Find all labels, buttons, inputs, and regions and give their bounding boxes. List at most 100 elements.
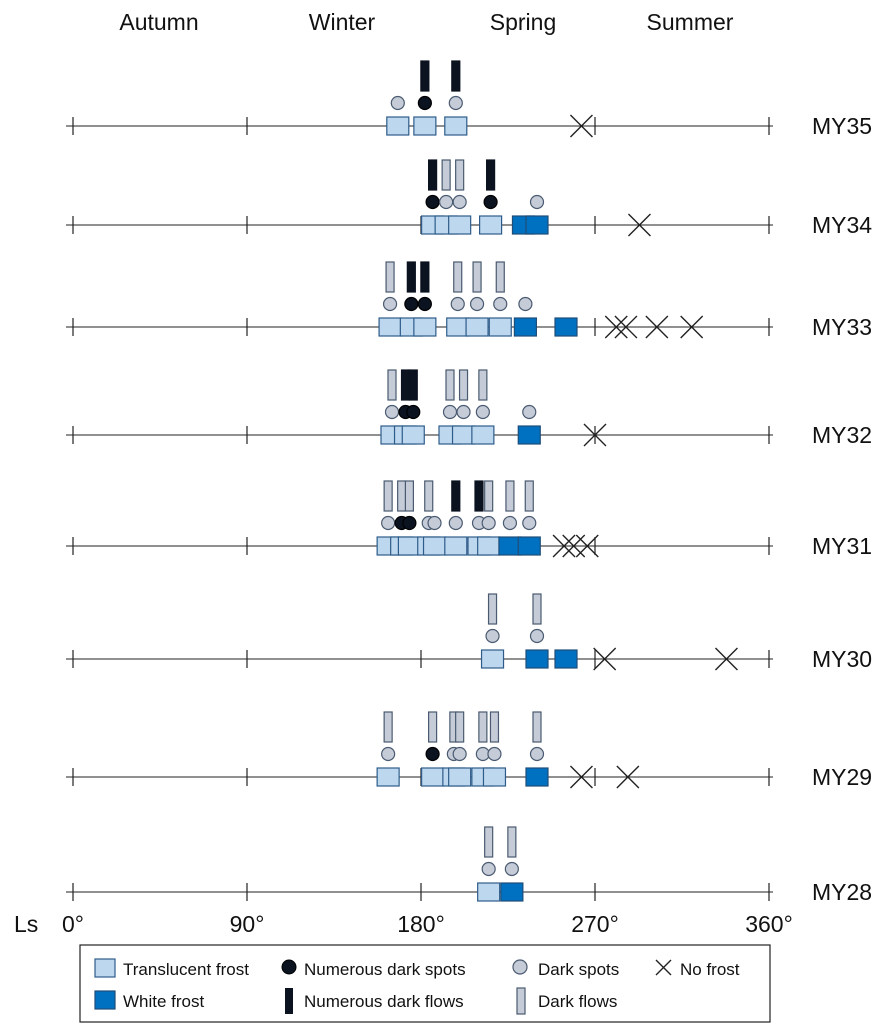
legend-label-dark-flows: Dark flows [538, 992, 617, 1011]
x-tick-label: 270° [571, 911, 619, 937]
timeline-row-my28: MY28 [66, 826, 872, 905]
numerous-dark-spots-marker [417, 296, 432, 312]
dark-spots-marker [390, 95, 405, 111]
translucent-frost-marker [465, 317, 489, 337]
dark-spots-marker [450, 296, 465, 312]
translucent-frost-marker [479, 215, 503, 235]
dark-flows-marker [387, 369, 397, 401]
season-label-spring: Spring [490, 9, 556, 35]
dark-spots-marker [381, 746, 396, 762]
dark-spots-marker [529, 628, 545, 644]
legend-label-translucent-frost: Translucent frost [123, 960, 249, 979]
white-frost-marker [525, 215, 549, 235]
dark-spots-marker [384, 404, 400, 420]
no-frost-marker [627, 213, 651, 237]
dark-spots-marker [493, 296, 508, 312]
white-frost-marker [517, 425, 541, 445]
numerous-dark-flows-marker [486, 159, 496, 191]
dark-flows-marker [484, 480, 494, 512]
season-label-summer: Summer [647, 9, 734, 35]
dark-spots-marker [448, 515, 463, 531]
translucent-frost-marker [422, 536, 447, 556]
legend-label-white-frost: White frost [123, 992, 205, 1011]
translucent-frost-marker [378, 317, 402, 337]
dark-flows-marker [478, 369, 488, 401]
numerous-dark-spots-marker [425, 746, 440, 762]
numerous-dark-flows-marker [474, 480, 484, 512]
legend-swatch-translucent-frost [94, 958, 116, 978]
dark-spots-marker [439, 194, 454, 210]
dark-spots-marker [452, 746, 467, 762]
dark-flows-marker [397, 480, 407, 512]
white-frost-marker [517, 536, 541, 556]
legend: Translucent frost White frost Numerous d… [79, 944, 771, 1023]
dark-spots-marker [487, 746, 502, 762]
numerous-dark-flows-marker [408, 369, 418, 401]
dark-flows-marker [484, 826, 494, 858]
x-tick-label: 360° [745, 911, 793, 937]
dark-flows-marker [385, 261, 395, 293]
season-label-autumn: Autumn [119, 9, 198, 35]
year-label: MY31 [812, 533, 872, 559]
dark-spots-marker [529, 194, 545, 210]
translucent-frost-marker [448, 215, 472, 235]
timeline-row-my31: MY31 [66, 480, 872, 559]
translucent-frost-marker [444, 116, 468, 136]
year-label: MY29 [812, 764, 872, 790]
numerous-dark-spots-marker [417, 95, 432, 111]
dark-spots-marker [518, 296, 533, 312]
numerous-dark-spots-marker [425, 194, 440, 210]
dark-flows-marker [383, 480, 393, 512]
dark-flows-marker [455, 159, 465, 191]
dark-spots-marker [427, 515, 442, 531]
translucent-frost-marker [451, 425, 476, 445]
translucent-frost-marker [386, 116, 410, 136]
legend-numerous-dark-flows-icon [285, 988, 293, 1014]
dark-flows-marker [455, 711, 465, 743]
dark-flows-marker [487, 593, 498, 625]
no-frost-marker [680, 315, 704, 339]
legend-label-numerous-dark-spots: Numerous dark spots [304, 960, 466, 979]
numerous-dark-flows-marker [406, 261, 416, 293]
no-frost-marker [593, 647, 617, 671]
dark-spots-marker [522, 404, 537, 420]
no-frost-marker [616, 765, 640, 789]
legend-swatch-white-frost [94, 990, 116, 1010]
white-frost-marker [554, 649, 578, 669]
dark-flows-marker [489, 711, 500, 743]
dark-flows-marker [458, 369, 469, 401]
dark-flows-marker [472, 261, 482, 293]
no-frost-marker [614, 315, 638, 339]
translucent-frost-marker [397, 536, 421, 556]
timeline-row-my33: MY33 [66, 261, 872, 340]
no-frost-marker [575, 534, 599, 558]
dark-flows-marker [478, 711, 488, 743]
dark-flows-marker [495, 261, 505, 293]
dark-spots-marker [469, 296, 485, 312]
legend-label-no-frost: No frost [680, 960, 740, 979]
legend-label-dark-spots: Dark spots [538, 960, 619, 979]
white-frost-marker [500, 882, 524, 902]
dark-spots-marker [442, 404, 458, 420]
translucent-frost-marker [444, 536, 468, 556]
year-label: MY33 [812, 314, 872, 340]
season-labels: Autumn Winter Spring Summer [119, 9, 733, 35]
translucent-frost-marker [482, 767, 507, 787]
timeline-row-my34: MY34 [66, 159, 872, 238]
translucent-frost-marker [413, 116, 437, 136]
dark-spots-marker [381, 515, 396, 531]
ls-axis: Ls 0° 90° 180° 270° 360° [14, 911, 793, 937]
dark-flows-marker [524, 480, 534, 512]
no-frost-marker [604, 315, 628, 339]
axis-label-ls: Ls [14, 911, 38, 937]
legend-numerous-dark-spots-icon [281, 959, 297, 975]
dark-spots-marker [475, 404, 490, 420]
timeline-row-my35: MY35 [66, 60, 872, 139]
translucent-frost-marker [421, 767, 445, 787]
dark-flows-marker [424, 480, 434, 512]
no-frost-marker [562, 534, 586, 558]
numerous-dark-spots-marker [406, 404, 421, 420]
numerous-dark-flows-marker [420, 60, 430, 92]
dark-spots-marker [529, 746, 545, 762]
